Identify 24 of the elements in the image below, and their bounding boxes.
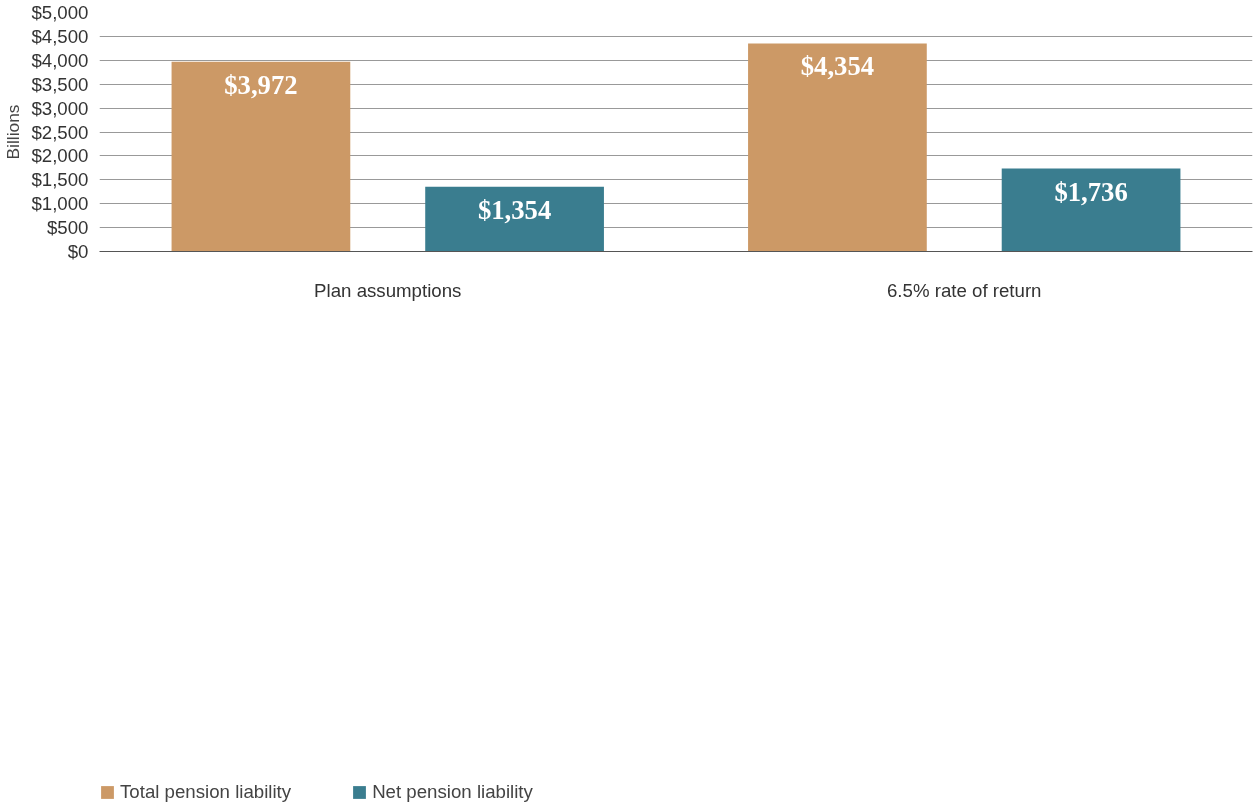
y-tick-label: $1,500 <box>31 169 89 191</box>
data-label: $1,736 <box>1054 176 1128 207</box>
legend-label: Total pension liability <box>120 781 292 803</box>
legend-label: Net pension liability <box>372 781 533 803</box>
bar <box>748 43 927 252</box>
y-axis-title: Billions <box>3 104 24 160</box>
bar <box>425 186 604 252</box>
y-tick-label: $4,500 <box>31 25 89 47</box>
y-tick-label: $2,500 <box>31 121 89 143</box>
data-label: $1,354 <box>477 194 552 225</box>
x-tick-label: 6.5% rate of return <box>886 279 1042 301</box>
y-tick-label: $2,000 <box>31 145 89 167</box>
bar <box>171 61 351 252</box>
y-tick-label: $5,000 <box>31 2 89 23</box>
bar <box>1001 168 1181 252</box>
y-tick-label: $0 <box>67 241 89 262</box>
x-tick-label: Plan assumptions <box>314 279 462 301</box>
y-tick-label: $3,500 <box>31 73 89 95</box>
data-label: $3,972 <box>224 69 298 100</box>
y-tick-label: $500 <box>47 217 89 239</box>
y-tick-label: $3,000 <box>31 97 89 119</box>
y-tick-label: $4,000 <box>31 49 89 71</box>
y-tick-label: $1,000 <box>31 193 89 215</box>
data-label: $4,354 <box>800 51 875 82</box>
